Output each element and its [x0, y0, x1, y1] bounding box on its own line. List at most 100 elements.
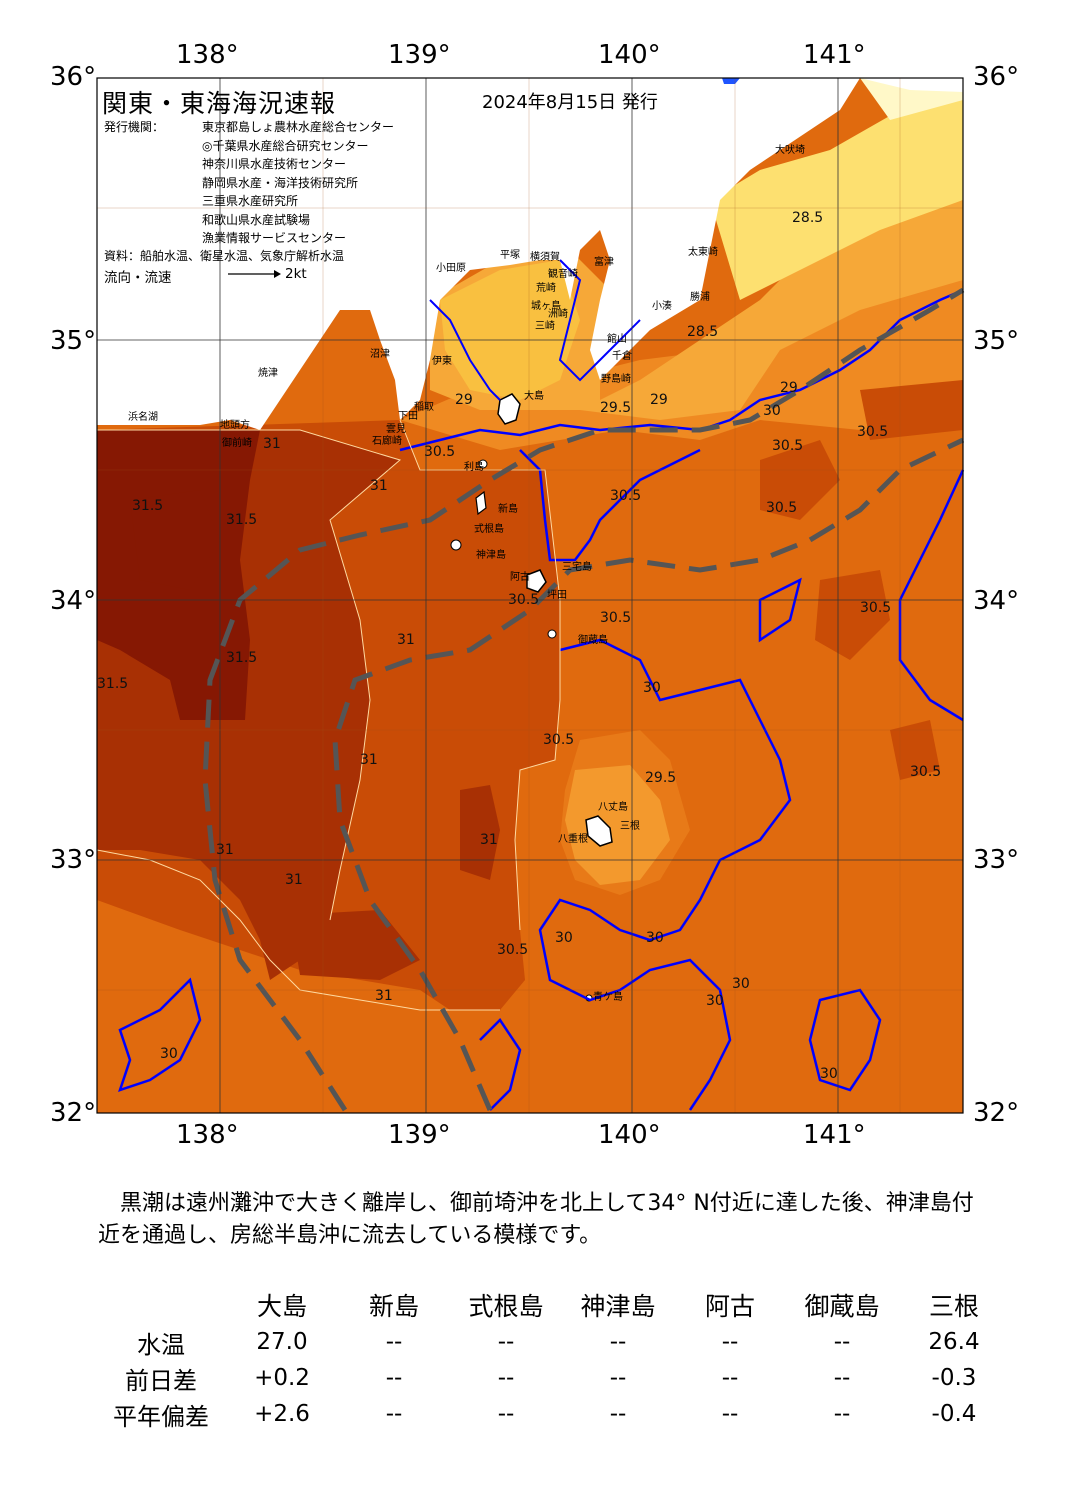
- contour-label: 30.5: [610, 488, 642, 504]
- place-name: 太東崎: [688, 247, 718, 258]
- table-cell: --: [385, 1365, 403, 1391]
- lon-label-top-141: 141°: [803, 40, 866, 70]
- issue-date: 2024年8月15日 発行: [482, 92, 658, 113]
- lat-label-right-35: 35°: [973, 326, 1020, 356]
- land-miyake: [526, 569, 547, 593]
- lat-label-right-34: 34°: [973, 586, 1020, 616]
- table-cell: --: [385, 1401, 403, 1427]
- place-name: 小湊: [652, 301, 672, 312]
- contour-label: 31: [375, 988, 393, 1004]
- sst-zone-30-5-e2: [815, 570, 890, 660]
- issuer-item: 三重県水産研究所: [202, 194, 299, 208]
- table-cell: --: [609, 1401, 627, 1427]
- lon-label-bottom-138: 138°: [176, 1120, 239, 1150]
- contour-label: 31: [360, 752, 378, 768]
- place-name: 地頭方: [220, 420, 250, 431]
- table-cell: --: [833, 1401, 851, 1427]
- contour-label: 30.5: [600, 610, 632, 626]
- table-corner: [96, 1286, 226, 1324]
- table-cell: --: [609, 1365, 627, 1391]
- place-name: 御蔵島: [578, 635, 608, 646]
- contour-label: 30.5: [860, 600, 892, 616]
- issuer-item: 和歌山県水産試験場: [202, 212, 311, 227]
- place-name: 神津島: [476, 550, 506, 561]
- kuroshio-path-inner: [332, 437, 965, 1111]
- sst-zone-29-5-hachijo-inner: [560, 730, 690, 895]
- contour-label: 31: [397, 632, 415, 648]
- issuer-block: 発行機関： 東京都島しょ農林水産総合センター ◎千葉県水産総合研究センター 神奈…: [104, 118, 394, 245]
- place-name: 観音崎: [548, 269, 578, 280]
- land-mikurajima: [547, 629, 557, 639]
- issuer-item: 神奈川県水産技術センター: [202, 157, 347, 171]
- place-name: 三宅島: [562, 562, 592, 573]
- contour-label: 30: [763, 403, 781, 419]
- place-name: 横須賀: [530, 252, 560, 263]
- lat-label-left-32: 32°: [50, 1098, 97, 1128]
- kuroshio-path-outer: [202, 287, 965, 1112]
- row-label: 水温: [137, 1330, 185, 1359]
- contour-label: 29: [780, 380, 798, 396]
- map-title: 関東・東海海況速報: [102, 89, 337, 118]
- contour-label: 28.5: [687, 324, 719, 340]
- island-header: 三根: [928, 1292, 979, 1321]
- issuer-list: 東京都島しょ農林水産総合センター ◎千葉県水産総合研究センター 神奈川県水産技術…: [202, 118, 394, 248]
- table-cell: --: [609, 1329, 627, 1355]
- table-cell: +0.2: [254, 1365, 310, 1391]
- place-name: 八丈島: [598, 802, 628, 813]
- sst-zone-28: [710, 90, 963, 300]
- isotherm-30-south: [538, 638, 792, 1111]
- place-name: 新島: [498, 504, 518, 515]
- place-name: 小田原: [436, 263, 466, 274]
- place-name: 青ケ島: [593, 992, 623, 1003]
- place-name: 三崎: [535, 321, 555, 332]
- flow-legend-unit: 2kt: [285, 266, 307, 282]
- table-row: 前日差 +0.2 -- -- -- -- -- -0.3: [96, 1360, 1010, 1396]
- contour-label: 30.5: [508, 592, 540, 608]
- island-header: 大島: [256, 1292, 307, 1321]
- lat-label-right-36: 36°: [973, 62, 1020, 92]
- contour-label: 30.5: [766, 500, 798, 516]
- isotherm-30-east2: [758, 577, 802, 643]
- place-name: 八重根: [558, 834, 588, 845]
- kuroshio-summary: 黒潮は遠州灘沖で大きく離岸し、御前埼沖を北上して34° N付近に達した後、神津島…: [98, 1188, 978, 1252]
- contour-label: 30: [820, 1066, 838, 1082]
- lon-label-bottom-139: 139°: [388, 1120, 451, 1150]
- place-name: 城ヶ島: [531, 301, 561, 312]
- place-name: 浜名湖: [128, 412, 158, 423]
- place-name: 洲崎: [548, 309, 568, 320]
- place-name: 野島崎: [601, 374, 631, 385]
- lat-label-left-34: 34°: [50, 586, 97, 616]
- graticule: [97, 78, 963, 1113]
- contour-label: 31: [216, 842, 234, 858]
- lon-label-top-140: 140°: [598, 40, 661, 70]
- place-name: 焼津: [258, 368, 278, 379]
- table-cell: --: [833, 1329, 851, 1355]
- island-header: 式根島: [468, 1292, 544, 1321]
- table-cell: +2.6: [254, 1401, 310, 1427]
- table-cell: --: [721, 1365, 739, 1391]
- table-cell: -0.4: [931, 1401, 977, 1427]
- contour-label: 30: [555, 930, 573, 946]
- isotherm-30-se: [808, 988, 882, 1092]
- land-honshu: [97, 78, 963, 430]
- contour-label: 29: [650, 392, 668, 408]
- table-cell: --: [721, 1401, 739, 1427]
- flow-arrow-icon: [228, 270, 281, 278]
- contour-label: 30: [732, 976, 750, 992]
- table-cell: --: [497, 1401, 515, 1427]
- contour-label: 31.5: [132, 498, 164, 514]
- data-source: 資料：船舶水温、衛星水温、気象庁解析水温: [104, 249, 345, 263]
- sst-zone-30-5-e4: [860, 380, 963, 440]
- table-cell: --: [497, 1329, 515, 1355]
- contour-label: 31: [285, 872, 303, 888]
- isotherm-30-izu: [429, 299, 501, 401]
- island-header: 新島: [368, 1292, 419, 1321]
- sst-zone-28-5: [440, 260, 580, 400]
- place-name: 富津: [594, 257, 614, 268]
- contour-label: 31.5: [226, 650, 258, 666]
- issuer-label: 発行機関：: [104, 120, 165, 134]
- contour-label: 31.5: [226, 512, 258, 528]
- contour-label: 30: [646, 930, 664, 946]
- place-name: 坪田: [547, 590, 567, 601]
- map-frame: [96, 77, 964, 1114]
